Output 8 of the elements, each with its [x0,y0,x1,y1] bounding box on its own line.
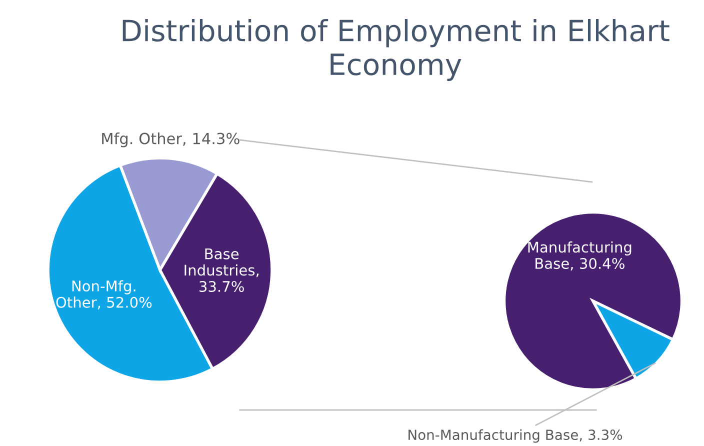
slice-label: Non-Mfg. Other, 52.0% [56,280,152,310]
text: Distribution of Employment in Elkhart Economy [122,19,670,81]
pie-slice [502,210,684,392]
slice-label: Base Industries, 33.7% [184,248,258,292]
pie-slice [592,300,674,380]
slice-label: Mfg. Other, 14.3% [102,132,240,148]
slice-label: Manufacturing Base, 30.4% [528,241,632,270]
slice-label: Non-Manufacturing Base, 3.3% [408,429,622,443]
